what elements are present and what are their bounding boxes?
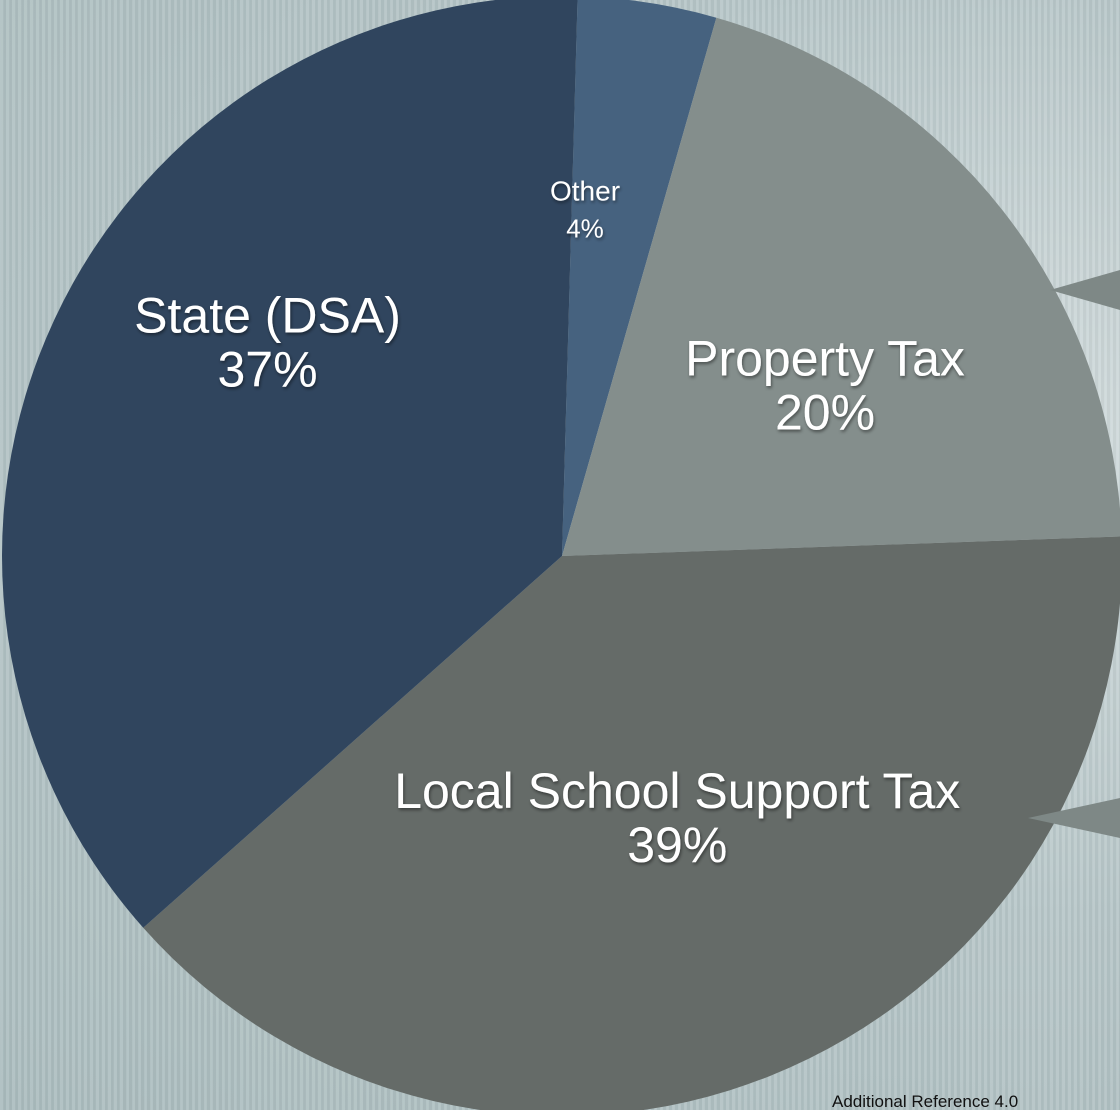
pie-slice-local-school-support-tax: [143, 536, 1120, 1110]
slice-name-other: Other: [550, 175, 620, 206]
slice-label-other: Other 4%: [550, 175, 620, 243]
slice-label-local-school-support-tax: Local School Support Tax 39%: [394, 763, 960, 873]
slice-name-local-school-support-tax: Local School Support Tax: [394, 763, 960, 819]
slice-value-local-school-support-tax: 39%: [627, 817, 727, 873]
pie-slice-property-tax: [562, 17, 1120, 556]
slice-value-other: 4%: [566, 214, 604, 244]
callout-pointer-local-school-support-tax: [1028, 798, 1120, 838]
slice-value-property-tax: 20%: [775, 385, 875, 441]
pie-slice-other: [562, 0, 717, 556]
slice-label-state-dsa: State (DSA) 37%: [134, 288, 401, 398]
reference-note: Additional Reference 4.0: [832, 1092, 1019, 1110]
callout-pointer-property-tax: [1050, 270, 1120, 310]
slice-name-state-dsa: State (DSA): [134, 288, 401, 344]
slice-value-state-dsa: 37%: [217, 342, 317, 398]
pie-slice-state-dsa: [2, 0, 578, 928]
slice-name-property-tax: Property Tax: [685, 331, 965, 387]
slice-label-property-tax: Property Tax 20%: [685, 331, 965, 441]
